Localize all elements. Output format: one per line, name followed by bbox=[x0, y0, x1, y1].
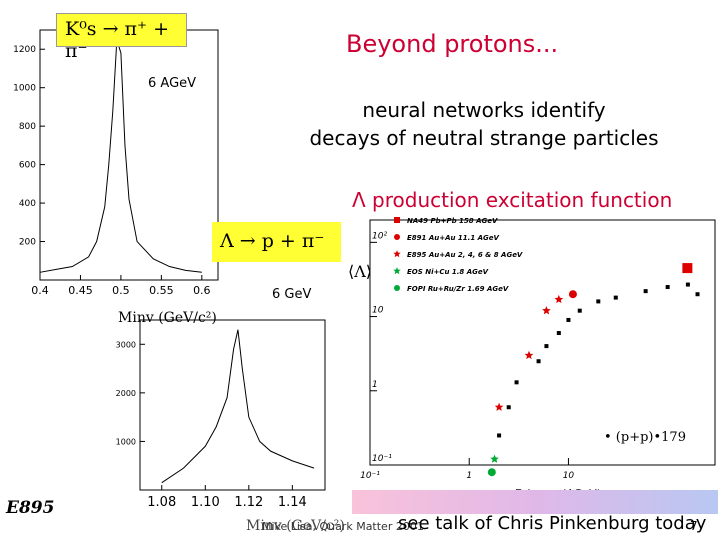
data-point bbox=[685, 282, 690, 287]
lambda-xaxis-label: Minv (GeV/c²) bbox=[246, 518, 345, 534]
ex-xtick-label: 1 bbox=[466, 471, 472, 481]
lambda-xtick-label: 1.10 bbox=[191, 495, 220, 510]
subtitle-line-2: decays of neutral strange particles bbox=[309, 126, 659, 150]
lambda-ytick-label: 2000 bbox=[116, 389, 136, 398]
data-point bbox=[524, 350, 534, 360]
lambda-ytick-label: 1000 bbox=[116, 437, 136, 446]
k0-ytick-label: 200 bbox=[19, 238, 36, 248]
ex-ytick-label: 10⁻¹ bbox=[372, 454, 392, 464]
data-point bbox=[487, 468, 496, 477]
footer-speaker: Mike Lisa, Quark Matter 2001 bbox=[262, 520, 424, 533]
slide-subtitle: neural networks identify decays of neutr… bbox=[284, 96, 684, 152]
data-point bbox=[596, 299, 601, 304]
legend-entry: E891 Au+Au 11.1 AGeV bbox=[407, 234, 500, 242]
lambda-xtick-label: 1.12 bbox=[234, 495, 263, 510]
data-point bbox=[506, 405, 511, 410]
ex-ytick-label: 10 bbox=[372, 306, 384, 316]
ex-xtick-label: 10⁻¹ bbox=[360, 471, 380, 481]
k0-xtick-label: 0.5 bbox=[112, 284, 130, 297]
pp-scaling-label: • (p+p)•179 bbox=[604, 430, 686, 445]
legend-marker bbox=[394, 285, 400, 291]
ex-xtick-label: 10 bbox=[563, 471, 575, 481]
lambda-ytick-label: 3000 bbox=[116, 340, 136, 349]
subtitle-line-1: neural networks identify bbox=[362, 98, 606, 122]
lambda-mass-histogram: 3000 2000 1000 1.08 1.10 1.12 1.14 bbox=[116, 319, 326, 510]
k0-xaxis-label: Minv (GeV/c²) bbox=[118, 310, 217, 326]
lambda-histogram-series bbox=[161, 329, 315, 484]
data-point bbox=[682, 263, 693, 274]
data-point bbox=[554, 294, 564, 304]
lambda-reaction-label: Λ → p + π⁻ bbox=[220, 230, 325, 252]
slide-title: Beyond protons... bbox=[346, 30, 559, 58]
lambda-frame bbox=[139, 319, 326, 491]
legend-marker bbox=[394, 217, 400, 223]
legend-entry: NA49 Pb+Pb 158 AGeV bbox=[407, 217, 498, 225]
k0-xtick-label: 0.55 bbox=[149, 284, 174, 297]
k0-ytick-label: 400 bbox=[19, 199, 36, 209]
lambda-energy-label: 6 GeV bbox=[272, 287, 312, 302]
data-point bbox=[613, 295, 618, 300]
data-point bbox=[695, 292, 700, 297]
data-point bbox=[544, 344, 549, 349]
k0-xtick-label: 0.45 bbox=[68, 284, 93, 297]
k0-energy-label: 6 AGeV bbox=[148, 76, 197, 91]
k0-xtick-label: 0.6 bbox=[193, 284, 211, 297]
experiment-label: E895 bbox=[6, 498, 55, 518]
k0-ytick-label: 800 bbox=[19, 122, 36, 132]
lambda-xtick-label: 1.14 bbox=[278, 495, 307, 510]
page-number: 7 bbox=[690, 519, 698, 533]
footer-talk-reference: see talk of Chris Pinkenburg today bbox=[398, 513, 707, 534]
excitation-function-chart: 10² 10 1 10⁻¹ 10⁻¹ 1 10 NA49 Pb+Pb 158 AGeV E8… bbox=[360, 217, 716, 481]
legend-marker bbox=[393, 250, 401, 258]
k0-xtick-label: 0.4 bbox=[31, 284, 49, 297]
legend-entry: E895 Au+Au 2, 4, 6 & 8 AGeV bbox=[407, 251, 523, 259]
data-point bbox=[536, 359, 541, 364]
ex-ytick-label: 1 bbox=[372, 380, 378, 390]
data-point bbox=[556, 331, 561, 336]
k0-ytick-label: 1000 bbox=[13, 84, 36, 94]
k0-frame bbox=[39, 29, 219, 281]
data-point bbox=[514, 380, 519, 385]
k0-ytick-label: 1200 bbox=[13, 45, 36, 55]
legend-marker bbox=[394, 234, 400, 240]
legend-marker bbox=[393, 267, 401, 275]
lambda-xtick-label: 1.08 bbox=[147, 495, 176, 510]
legend-entry: FOPI Ru+Ru/Zr 1.69 AGeV bbox=[407, 285, 509, 293]
data-point bbox=[643, 289, 648, 294]
data-point bbox=[542, 306, 551, 315]
data-point bbox=[568, 290, 577, 299]
k0-reaction-label: K⁰s → π⁺ + π⁻ bbox=[65, 18, 170, 62]
k0-reaction-box: K⁰s → π⁺ + π⁻ bbox=[56, 13, 187, 62]
data-point bbox=[665, 285, 670, 290]
data-point bbox=[497, 433, 502, 438]
data-point bbox=[566, 317, 571, 322]
excitation-title: Λ production excitation function bbox=[352, 188, 673, 212]
footer-gradient-bar bbox=[352, 490, 718, 514]
excitation-frame bbox=[369, 219, 716, 466]
data-point bbox=[577, 308, 582, 313]
data-point bbox=[494, 402, 504, 411]
excitation-ylabel: ⟨Λ⟩ bbox=[348, 262, 373, 281]
legend-entry: EOS Ni+Cu 1.8 AGeV bbox=[407, 268, 489, 276]
lambda-reaction-box: Λ → p + π⁻ bbox=[212, 222, 341, 262]
data-point bbox=[490, 454, 499, 463]
k0-ytick-label: 600 bbox=[19, 161, 36, 171]
ex-ytick-label: 10² bbox=[372, 231, 387, 241]
k0-histogram-series bbox=[39, 39, 202, 273]
